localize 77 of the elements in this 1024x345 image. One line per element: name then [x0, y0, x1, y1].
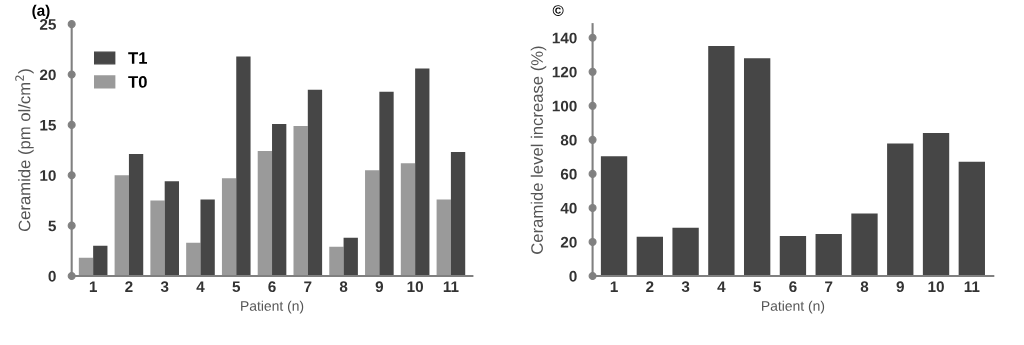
x-tick-label: 10	[407, 281, 423, 293]
x-axis-title: Patient (n)	[762, 300, 825, 314]
y-tick-label: 140	[552, 32, 577, 44]
bar	[365, 170, 380, 276]
bar	[887, 143, 914, 276]
x-axis-title: Patient (n)	[241, 300, 304, 314]
bar	[958, 161, 985, 276]
bar	[93, 245, 108, 276]
bar	[851, 213, 878, 276]
y-tick-label: 0	[569, 270, 577, 282]
bar	[221, 178, 237, 276]
bar	[672, 227, 699, 276]
chart-title: ©	[552, 5, 564, 16]
bar	[272, 123, 287, 276]
bar	[78, 257, 94, 276]
bar	[450, 152, 466, 276]
x-tick-label: 5	[232, 281, 241, 293]
legend-label: T1	[128, 52, 148, 64]
x-tick-label: 6	[268, 281, 276, 293]
bar	[150, 200, 165, 276]
bar	[743, 58, 771, 276]
x-tick-label: 2	[125, 281, 133, 292]
y-axis-title: Ceramide level increase (%)	[530, 46, 547, 254]
y-tick-label: 25	[39, 19, 56, 30]
bar	[379, 91, 394, 276]
x-tick-label: 10	[928, 281, 944, 293]
bar	[636, 236, 663, 276]
bar	[922, 132, 950, 276]
bar	[307, 89, 323, 276]
x-tick-label: 7	[825, 281, 833, 292]
bar	[164, 181, 180, 276]
y-tick-label: 0	[48, 270, 56, 282]
bar	[128, 154, 144, 276]
x-tick-label: 11	[443, 281, 459, 292]
y-tick-label: 80	[560, 134, 577, 146]
bar	[779, 236, 807, 276]
bar	[708, 45, 735, 276]
x-tick-label: 4	[196, 281, 205, 292]
x-tick-label: 5	[753, 281, 761, 293]
y-axis-title: Ceramide (pm ol/cm$^{2}$)	[15, 69, 34, 232]
y-tick-label: 60	[560, 168, 577, 180]
bar	[329, 246, 344, 276]
x-tick-label: 9	[375, 281, 384, 293]
chart-title: (a)	[32, 4, 50, 19]
x-tick-label: 1	[610, 281, 618, 292]
x-tick-label: 3	[681, 281, 690, 293]
y-tick-label: 15	[40, 119, 56, 131]
bar	[200, 199, 215, 276]
legend-label: T0	[128, 76, 147, 88]
bar	[436, 199, 451, 276]
y-tick-label: 20	[39, 69, 56, 81]
x-tick-label: 7	[304, 281, 312, 292]
x-tick-label: 8	[339, 281, 348, 293]
x-tick-label: 4	[717, 281, 726, 292]
x-tick-label: 9	[896, 281, 904, 293]
y-tick-label: 120	[552, 66, 577, 78]
y-tick-label: 100	[552, 100, 577, 112]
bar	[186, 242, 201, 276]
y-tick-label: 5	[48, 220, 56, 232]
bar	[114, 175, 129, 276]
bar	[293, 125, 308, 276]
y-tick-label: 20	[560, 236, 577, 248]
bar	[343, 237, 358, 276]
x-tick-label: 3	[160, 281, 169, 293]
bar	[815, 233, 842, 276]
bar	[400, 163, 416, 276]
x-tick-label: 6	[789, 281, 797, 293]
x-tick-label: 8	[860, 281, 869, 293]
x-tick-label: 2	[646, 281, 654, 292]
y-tick-label: 10	[40, 170, 56, 181]
bar	[415, 68, 430, 276]
x-tick-label: 11	[964, 281, 980, 292]
bar	[236, 56, 251, 276]
bar	[600, 156, 628, 276]
y-tick-label: 40	[560, 202, 577, 214]
x-tick-label: 1	[89, 281, 97, 292]
bar	[257, 151, 273, 276]
